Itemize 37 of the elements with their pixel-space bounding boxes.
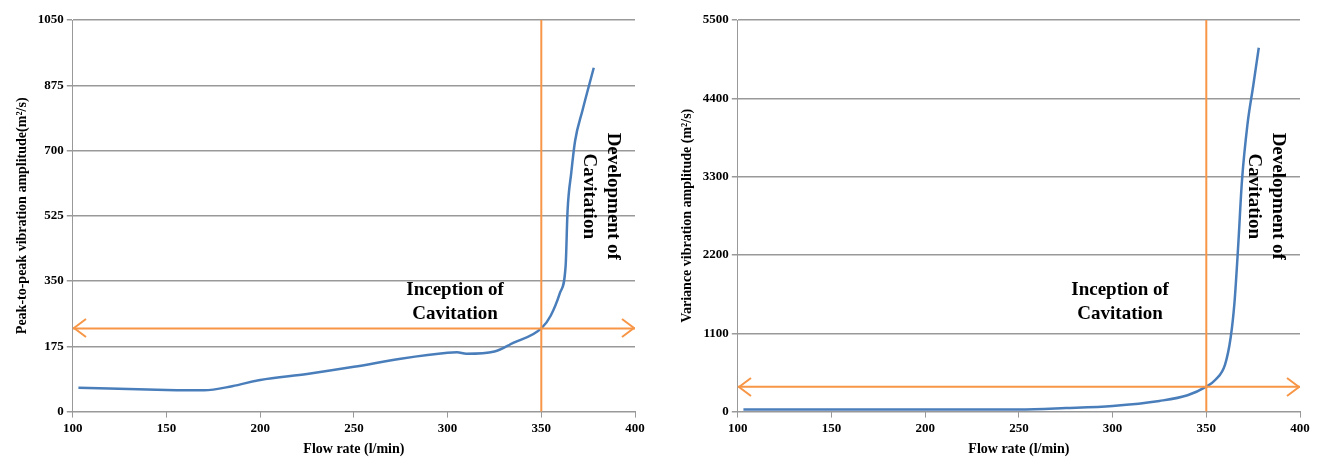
line-series xyxy=(77,66,596,392)
x-tick-label: 250 xyxy=(1009,419,1029,435)
x-tick-label: 150 xyxy=(821,419,842,435)
annotation: Inception of Cavitation xyxy=(1071,277,1170,323)
x-tick-label: 300 xyxy=(437,419,458,435)
y-tick-label: 175 xyxy=(44,337,65,353)
y-tick-label: 0 xyxy=(57,402,64,418)
x-axis-title: Flow rate (l/min) xyxy=(303,441,405,458)
x-tick-label: 350 xyxy=(531,419,552,435)
x-axis-title: Flow rate (l/min) xyxy=(968,441,1070,458)
x-tick-label: 400 xyxy=(625,419,645,435)
y-tick-label: 3300 xyxy=(702,168,729,183)
y-tick-label: 1050 xyxy=(37,11,64,27)
x-tick-label: 250 xyxy=(344,419,364,435)
annotation: Inception of Cavitation xyxy=(406,277,505,323)
annotation: Development of Cavitation xyxy=(580,132,626,261)
x-tick-label: 100 xyxy=(63,419,83,435)
y-tick-label: 525 xyxy=(44,207,65,223)
x-tick-label: 300 xyxy=(1102,419,1123,435)
line-series xyxy=(742,46,1261,411)
annotation: Development of Cavitation xyxy=(1245,132,1291,261)
y-axis-title: Variance vibration amplitude (m²/s) xyxy=(679,108,696,323)
y-tick-label: 875 xyxy=(44,76,65,92)
y-tick-label: 2200 xyxy=(702,246,729,262)
y-tick-label: 4400 xyxy=(702,89,729,105)
x-tick-label: 100 xyxy=(728,419,748,435)
x-tick-label: 200 xyxy=(915,419,935,435)
x-tick-label: 200 xyxy=(250,419,270,435)
y-tick-label: 1100 xyxy=(703,324,729,340)
y-tick-label: 700 xyxy=(44,141,64,157)
x-tick-label: 350 xyxy=(1196,419,1217,435)
y-axis-title: Peak-to-peak vibration amplitude(m²/s) xyxy=(14,97,31,335)
x-tick-label: 150 xyxy=(156,419,177,435)
y-tick-label: 5500 xyxy=(702,11,729,27)
y-tick-label: 350 xyxy=(44,272,64,288)
x-tick-label: 400 xyxy=(1290,419,1310,435)
y-tick-label: 0 xyxy=(722,402,729,418)
